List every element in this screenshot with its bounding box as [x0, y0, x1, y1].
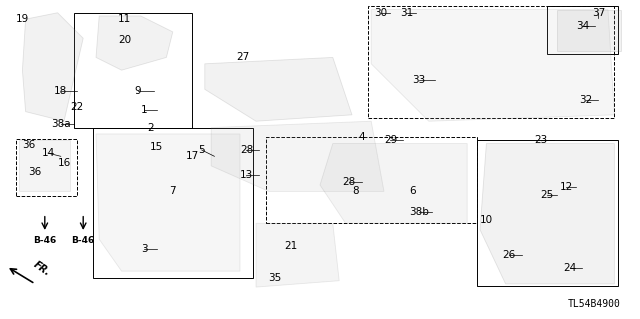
Text: 22: 22 — [70, 102, 83, 112]
Text: 13: 13 — [240, 170, 253, 181]
Text: 24: 24 — [563, 263, 576, 273]
Polygon shape — [22, 13, 83, 121]
Text: 3: 3 — [141, 244, 147, 254]
Text: 6: 6 — [410, 186, 416, 197]
Text: 21: 21 — [285, 241, 298, 251]
Text: 33: 33 — [413, 75, 426, 85]
Text: 4: 4 — [358, 132, 365, 142]
Text: 27: 27 — [237, 52, 250, 63]
Text: 28: 28 — [240, 145, 253, 155]
Text: 11: 11 — [118, 14, 131, 24]
Text: 31: 31 — [400, 8, 413, 18]
Text: FR.: FR. — [32, 259, 52, 278]
Text: 5: 5 — [198, 145, 205, 155]
Polygon shape — [256, 223, 339, 287]
Text: 34: 34 — [576, 20, 589, 31]
Polygon shape — [320, 144, 467, 223]
Text: 20: 20 — [118, 35, 131, 45]
Polygon shape — [19, 140, 70, 191]
Text: 35: 35 — [269, 272, 282, 283]
Text: 17: 17 — [186, 151, 198, 161]
Text: 1: 1 — [141, 105, 147, 115]
Text: B-46: B-46 — [33, 236, 56, 245]
Polygon shape — [96, 134, 240, 271]
Text: 7: 7 — [170, 186, 176, 197]
Text: 19: 19 — [16, 14, 29, 24]
Text: 10: 10 — [480, 215, 493, 225]
Text: 14: 14 — [42, 148, 54, 158]
Text: 2: 2 — [147, 122, 154, 133]
Text: 38b: 38b — [409, 207, 429, 217]
Polygon shape — [96, 16, 173, 70]
Text: 32: 32 — [579, 95, 592, 106]
Text: 16: 16 — [58, 158, 70, 168]
Polygon shape — [480, 144, 614, 284]
Text: 38a: 38a — [51, 119, 70, 130]
Text: 28: 28 — [342, 177, 355, 187]
Text: 12: 12 — [560, 182, 573, 192]
Text: TL54B4900: TL54B4900 — [568, 300, 621, 309]
Text: 26: 26 — [502, 250, 515, 260]
Text: 36: 36 — [29, 167, 42, 177]
Text: 9: 9 — [134, 86, 141, 96]
Text: 29: 29 — [384, 135, 397, 145]
Text: 15: 15 — [150, 142, 163, 152]
Text: B-46: B-46 — [72, 236, 95, 245]
Text: 18: 18 — [54, 86, 67, 96]
Text: 37: 37 — [592, 8, 605, 18]
Text: 30: 30 — [374, 8, 387, 18]
Text: 25: 25 — [541, 189, 554, 200]
Polygon shape — [371, 10, 614, 121]
Text: 23: 23 — [534, 135, 547, 145]
Text: 36: 36 — [22, 140, 35, 150]
Polygon shape — [557, 10, 621, 51]
Text: 8: 8 — [352, 186, 358, 197]
Polygon shape — [205, 57, 352, 121]
Polygon shape — [211, 121, 384, 191]
